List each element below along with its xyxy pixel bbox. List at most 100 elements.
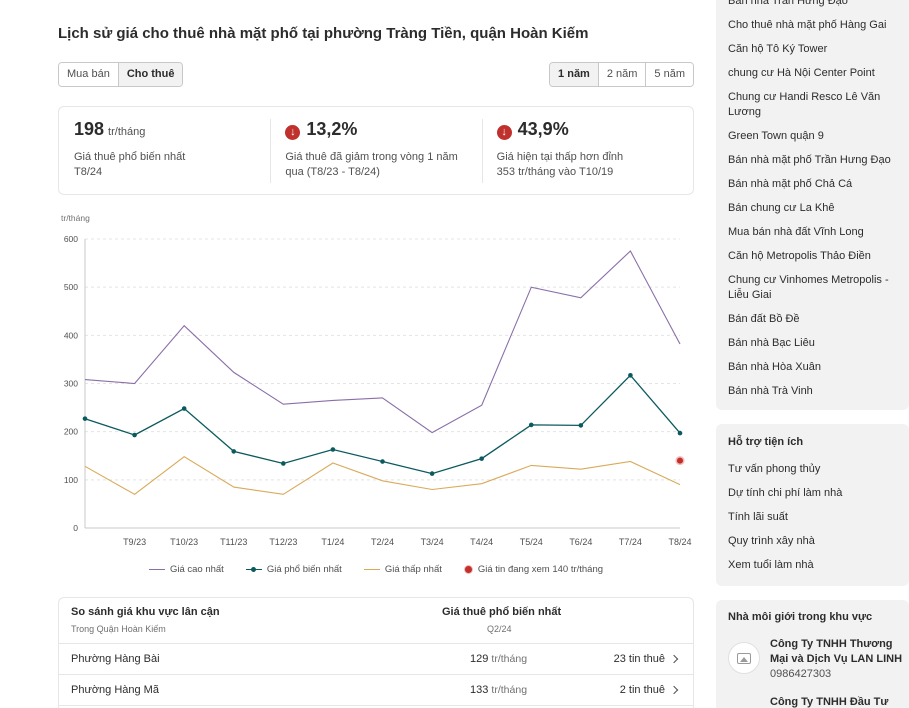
stat-unit: tr/tháng: [108, 126, 146, 138]
y-tick-label: 100: [64, 475, 78, 485]
listing-count-link[interactable]: 23 tin thuê: [614, 653, 679, 665]
y-tick-label: 600: [64, 234, 78, 244]
y-tick-label: 300: [64, 379, 78, 389]
tool-link[interactable]: Tư vấn phong thủy: [728, 463, 821, 475]
stat-desc-line: Giá hiện tại thấp hơn đỉnh: [496, 151, 624, 163]
legend-line-icon: [148, 569, 165, 570]
x-tick-label: T5/24: [520, 537, 543, 547]
compare-header: So sánh giá khu vực lân cận Trong Quận H…: [59, 598, 693, 644]
tools-title: Hỗ trợ tiện ích: [728, 436, 804, 448]
sidebar-link[interactable]: Bán đất Bồ Đề: [728, 313, 800, 325]
data-point: [528, 422, 534, 428]
legend-item-listing[interactable]: Giá tin đang xem 140 tr/tháng: [463, 564, 604, 575]
sidebar-link[interactable]: Căn hộ Tô Ký Tower: [728, 43, 828, 55]
y-tick-label: 200: [64, 427, 78, 437]
x-tick-label: T11/23: [220, 537, 247, 547]
tool-link[interactable]: Quy trình xây nhà: [728, 535, 815, 547]
sidebar-link[interactable]: Bán nhà mặt phố Trần Hưng Đạo: [728, 154, 891, 166]
sidebar-link[interactable]: chung cư Hà Nội Center Point: [728, 67, 875, 79]
legend-label: Giá cao nhất: [169, 564, 224, 575]
y-tick-label: 0: [73, 523, 78, 533]
x-tick-label: T6/24: [569, 537, 592, 547]
stats-panel: 198 tr/tháng Giá thuê phổ biến nhất T8/2…: [58, 106, 694, 195]
legend-label: Giá tin đang xem 140 tr/tháng: [477, 564, 604, 575]
stat-desc-line: 353 tr/tháng vào T10/19: [496, 166, 614, 178]
agent-name[interactable]: Công Ty TNHH Đầu Tư Và: [770, 696, 889, 708]
y-tick-label: 500: [64, 282, 78, 292]
legend-item-max[interactable]: Giá cao nhất: [148, 564, 224, 575]
data-point: [132, 432, 137, 438]
x-tick-label: T9/23: [123, 537, 146, 547]
sidebar-link[interactable]: Bán nhà Trần Hưng Đạo: [728, 0, 848, 7]
tools-box: Hỗ trợ tiện ích Tư vấn phong thủy Dự tín…: [716, 424, 909, 586]
data-point: [330, 447, 336, 452]
sidebar-link[interactable]: Bán nhà Trà Vinh: [728, 385, 813, 397]
sidebar-link[interactable]: Bán nhà Bạc Liêu: [728, 337, 815, 349]
tool-link[interactable]: Tính lãi suất: [728, 511, 788, 523]
agents-box: Nhà môi giới trong khu vực Công Ty TNHH …: [716, 600, 909, 708]
sidebar-link[interactable]: Bán chung cư La Khê: [728, 202, 835, 214]
stat-value: 198: [74, 119, 105, 139]
tool-link[interactable]: Dự tính chi phí làm nhà: [728, 487, 843, 499]
data-point: [677, 430, 683, 436]
y-tick-label: 400: [64, 330, 78, 340]
chevron-right-icon: [669, 654, 679, 664]
table-row[interactable]: Phường Hàng Mã 133 tr/tháng 2 tin thuê: [59, 675, 693, 706]
sidebar: Bán nhà Trần Hưng Đạo Cho thuê nhà mặt p…: [716, 0, 909, 708]
sidebar-link[interactable]: Chung cư Vinhomes Metropolis - Liễu Giai: [728, 274, 889, 301]
arrow-down-icon: ↓: [285, 124, 301, 140]
x-tick-label: T12/23: [269, 537, 297, 547]
stat-value: 43,9%: [517, 119, 569, 139]
x-tick-label: T7/24: [619, 537, 642, 547]
ward-name: Phường Hàng Mã: [71, 684, 159, 696]
tab-5-nam[interactable]: 5 năm: [646, 63, 693, 86]
legend-item-min[interactable]: Giá thấp nhất: [363, 564, 442, 575]
listing-count-link[interactable]: 2 tin thuê: [620, 684, 679, 696]
data-point: [281, 461, 286, 466]
sidebar-link[interactable]: Bán nhà Hòa Xuân: [728, 361, 821, 373]
sidebar-link[interactable]: Chung cư Handi Resco Lê Văn Lương: [728, 91, 881, 118]
ward-price: 129 tr/tháng: [470, 653, 528, 665]
legend-line-icon: [363, 569, 380, 570]
compare-title: So sánh giá khu vực lân cận: [71, 606, 220, 618]
series-line-1: [84, 250, 681, 434]
tab-mua-ban[interactable]: Mua bán: [59, 63, 119, 86]
sidebar-link[interactable]: Căn hộ Metropolis Thảo Điền: [728, 250, 871, 262]
arrow-down-icon: ↓: [496, 124, 512, 140]
data-point: [578, 423, 584, 428]
agent-name[interactable]: Công Ty TNHH Thương Mại và Dịch Vụ LAN L…: [770, 638, 903, 665]
sidebar-link[interactable]: Cho thuê nhà mặt phố Hàng Gai: [728, 19, 887, 31]
stat-value: 13,2%: [306, 119, 358, 139]
tab-2-nam[interactable]: 2 năm: [598, 63, 647, 86]
deal-type-toggle: Mua bán Cho thuê: [58, 62, 184, 87]
stat-desc-line: T8/24: [74, 166, 103, 178]
data-point: [231, 449, 237, 454]
page-title: Lịch sử giá cho thuê nhà mặt phố tại phư…: [58, 25, 589, 42]
sidebar-link[interactable]: Mua bán nhà đất Vĩnh Long: [728, 226, 864, 238]
stat-description: Giá thuê đã giảm trong vòng 1 năm qua (T…: [285, 150, 466, 180]
table-row[interactable]: Phường Hàng Bài 129 tr/tháng 23 tin thuê: [59, 644, 693, 675]
legend-label: Giá thấp nhất: [384, 564, 442, 575]
compare-subtitle: Trong Quận Hoàn Kiếm: [71, 624, 166, 634]
main-content: Lịch sử giá cho thuê nhà mặt phố tại phư…: [58, 0, 694, 708]
sidebar-link[interactable]: Green Town quận 9: [728, 130, 824, 142]
tab-cho-thue[interactable]: Cho thuê: [118, 63, 183, 86]
tool-link[interactable]: Xem tuổi làm nhà: [728, 559, 814, 571]
agent-phone[interactable]: 0986427303: [770, 668, 832, 680]
x-tick-label: T1/24: [321, 537, 344, 547]
x-tick-label: T10/23: [170, 537, 198, 547]
series-line-2: [84, 374, 681, 475]
x-tick-label: T8/24: [668, 537, 691, 547]
data-point: [628, 373, 633, 378]
sidebar-link[interactable]: Bán nhà mặt phố Chả Cá: [728, 178, 853, 190]
data-point: [380, 459, 385, 464]
x-tick-label: T3/24: [421, 537, 444, 547]
tab-1-nam[interactable]: 1 năm: [550, 63, 599, 86]
x-tick-label: T2/24: [371, 537, 394, 547]
related-links-box: Bán nhà Trần Hưng Đạo Cho thuê nhà mặt p…: [716, 0, 909, 410]
stat-desc-line: Giá thuê phổ biến nhất: [74, 151, 186, 163]
legend-item-common[interactable]: Giá phổ biến nhất: [245, 564, 342, 575]
chevron-right-icon: [669, 685, 679, 695]
listing-dot-icon: [463, 565, 473, 574]
agent-avatar[interactable]: [728, 642, 760, 674]
